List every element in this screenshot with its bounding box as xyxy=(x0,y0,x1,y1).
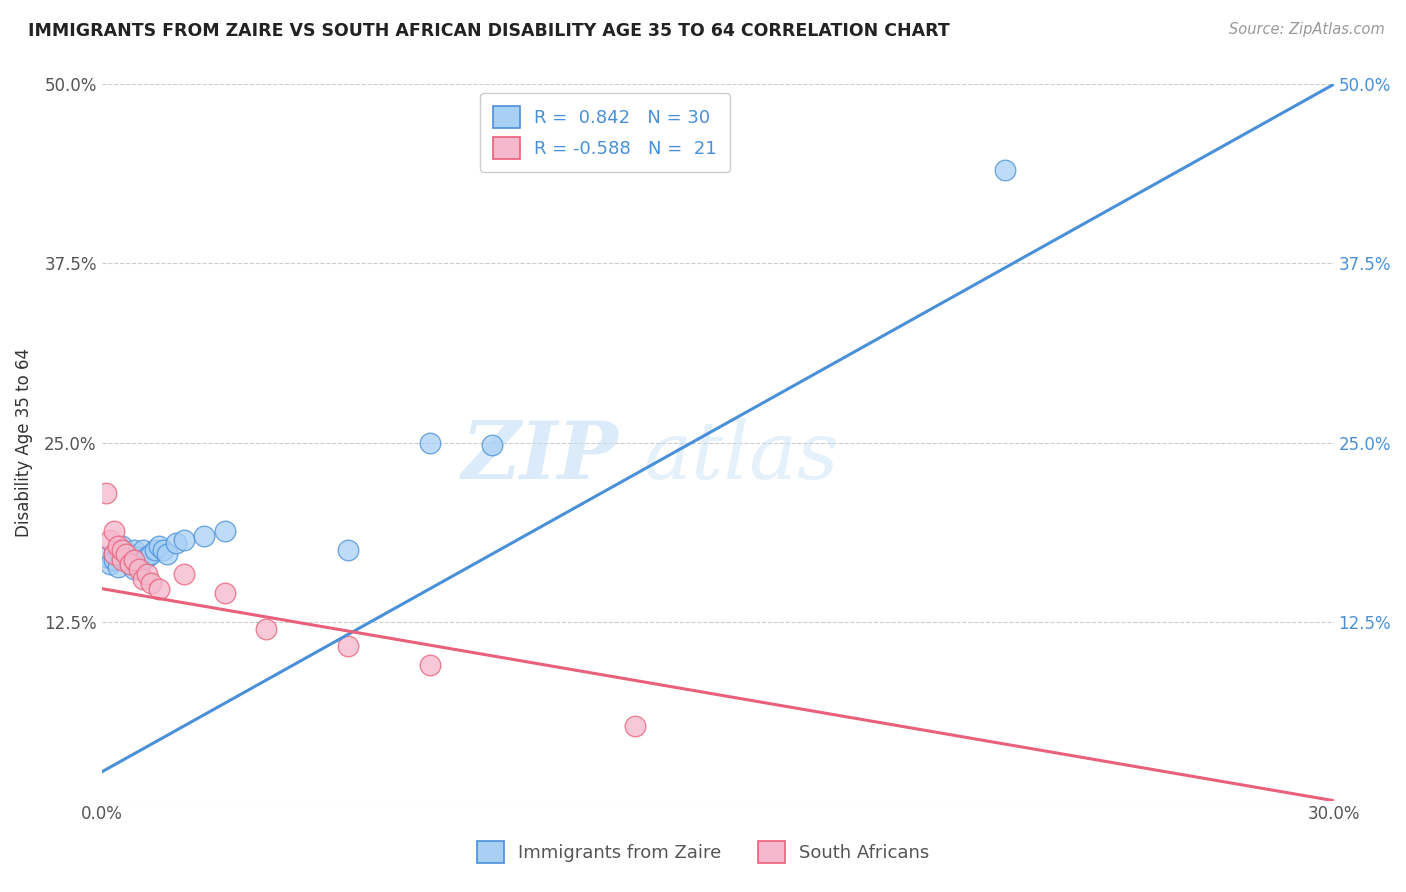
Point xyxy=(419,435,441,450)
Point xyxy=(139,575,162,590)
Point xyxy=(124,543,146,558)
Point xyxy=(115,547,138,561)
Point xyxy=(165,536,187,550)
Point xyxy=(98,533,121,547)
Point xyxy=(98,558,121,572)
Point xyxy=(173,533,195,547)
Point xyxy=(336,543,359,558)
Point xyxy=(103,547,125,561)
Point xyxy=(131,553,153,567)
Point xyxy=(115,553,138,567)
Point xyxy=(481,438,503,452)
Point xyxy=(94,485,117,500)
Point xyxy=(214,524,236,539)
Point xyxy=(135,550,157,565)
Point xyxy=(143,543,166,558)
Point xyxy=(103,524,125,539)
Point xyxy=(131,543,153,558)
Point xyxy=(624,719,647,733)
Point xyxy=(111,553,134,567)
Point xyxy=(214,586,236,600)
Point xyxy=(120,558,142,572)
Point xyxy=(107,539,129,553)
Point xyxy=(128,561,150,575)
Point xyxy=(994,163,1017,178)
Point xyxy=(139,547,162,561)
Text: Source: ZipAtlas.com: Source: ZipAtlas.com xyxy=(1229,22,1385,37)
Text: ZIP: ZIP xyxy=(463,418,619,496)
Point xyxy=(148,539,170,553)
Point xyxy=(193,528,215,542)
Legend: R =  0.842   N = 30, R = -0.588   N =  21: R = 0.842 N = 30, R = -0.588 N = 21 xyxy=(481,94,730,172)
Point xyxy=(107,560,129,574)
Point xyxy=(148,582,170,596)
Point xyxy=(111,543,134,558)
Point xyxy=(173,567,195,582)
Point xyxy=(94,550,117,565)
Text: IMMIGRANTS FROM ZAIRE VS SOUTH AFRICAN DISABILITY AGE 35 TO 64 CORRELATION CHART: IMMIGRANTS FROM ZAIRE VS SOUTH AFRICAN D… xyxy=(28,22,950,40)
Point xyxy=(120,558,142,572)
Point xyxy=(336,639,359,653)
Point xyxy=(156,547,179,561)
Point xyxy=(111,539,134,553)
Point xyxy=(135,567,157,582)
Point xyxy=(103,547,125,561)
Point xyxy=(254,622,277,636)
Point xyxy=(103,553,125,567)
Legend: Immigrants from Zaire, South Africans: Immigrants from Zaire, South Africans xyxy=(465,830,941,874)
Point xyxy=(128,550,150,565)
Point xyxy=(120,547,142,561)
Point xyxy=(124,553,146,567)
Text: atlas: atlas xyxy=(644,418,839,496)
Point xyxy=(111,550,134,565)
Y-axis label: Disability Age 35 to 64: Disability Age 35 to 64 xyxy=(15,348,32,537)
Point xyxy=(152,543,174,558)
Point xyxy=(131,572,153,586)
Point xyxy=(419,657,441,672)
Point xyxy=(124,561,146,575)
Point xyxy=(107,543,129,558)
